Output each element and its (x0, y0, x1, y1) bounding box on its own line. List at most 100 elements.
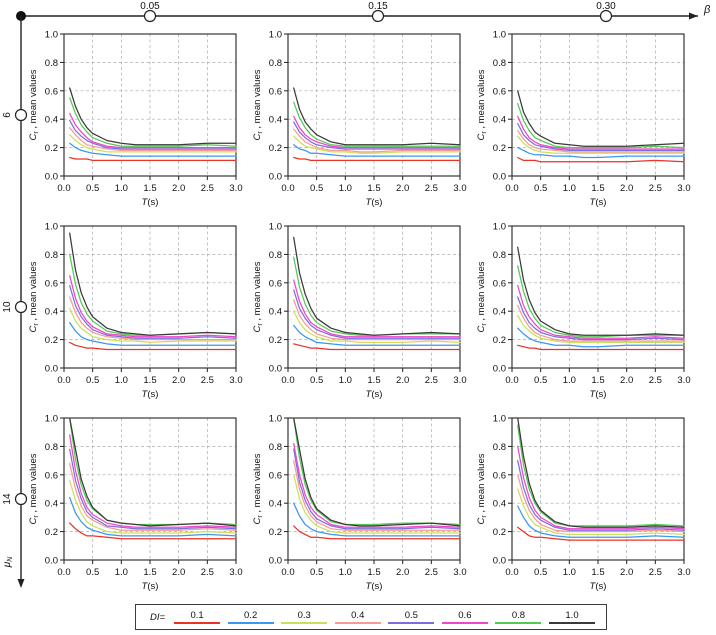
x-axis-title-unit: (s) (371, 197, 382, 208)
y-tick-label: 0.2 (269, 527, 282, 538)
y-tick-label: 0.0 (493, 172, 506, 183)
x-axis-title-var: T (142, 389, 149, 400)
y-tick-label: 1.0 (493, 222, 506, 233)
curve-di-0.4 (517, 304, 685, 342)
y-axis-title-var: C (252, 134, 263, 141)
y-tick-label: 0.6 (45, 470, 58, 481)
x-axis-title-unit: (s) (147, 197, 158, 208)
curve-di-0.3 (293, 135, 461, 154)
x-axis-title-var: T (366, 581, 373, 592)
curve-di-0.5 (293, 289, 461, 339)
curve-di-0.1 (69, 156, 237, 162)
y-tick-label: 1.0 (269, 222, 282, 233)
y-tick-label: 0.8 (45, 58, 58, 69)
x-axis-title-var: T (366, 389, 373, 400)
curve-di-0.6 (293, 279, 461, 338)
beta-axis-arrowhead (689, 12, 698, 20)
curve-di-0.3 (517, 135, 685, 154)
x-tick-label: 2.0 (396, 183, 409, 194)
x-axis-title-unit: (s) (147, 581, 158, 592)
y-tick-label: 0.8 (45, 442, 58, 453)
legend-entry-label: 0.6 (458, 609, 472, 621)
y-tick-label: 0.2 (45, 143, 58, 154)
legend-entry-di-0.6: 0.6 (441, 609, 489, 624)
plot-frame (287, 33, 461, 177)
y-axis-title: Cr , mean values (476, 261, 488, 332)
legend-line-swatch (174, 621, 221, 624)
y-tick-label: 0.8 (493, 58, 506, 69)
x-tick-label: 1.0 (115, 567, 128, 578)
x-tick-label: 2.0 (172, 567, 185, 578)
mu-axis-title-sub: N (7, 556, 14, 562)
curve-di-0.2 (69, 496, 237, 537)
y-axis-title: Cr , mean values (476, 453, 488, 524)
legend-entry-di-1.0: 1.0 (548, 610, 596, 624)
beta-tick-label: 0.05 (140, 1, 160, 12)
curve-di-0.5 (293, 448, 461, 530)
x-tick-label: 3.0 (229, 183, 242, 194)
x-tick-label: 2.5 (201, 183, 214, 194)
y-axis-title-sub: r (257, 515, 264, 518)
x-tick-label: 2.0 (172, 375, 185, 386)
legend-entry-di-0.1: 0.1 (173, 610, 221, 624)
y-tick-label: 1.0 (493, 30, 506, 41)
plots-grid: 0.0 0.5 1.0 1.5 2.0 2.5 3.0 0.0 0.2 0.4 0.6 0.8 1.0 T… (24, 26, 696, 602)
x-tick-label: 0.5 (534, 567, 547, 578)
curve-di-0.2 (69, 321, 237, 346)
y-tick-label: 0.6 (269, 278, 282, 289)
curve-di-0.8 (517, 424, 685, 527)
curve-di-0.3 (69, 479, 237, 534)
x-tick-label: 1.0 (115, 183, 128, 194)
x-axis-title: T(s) (142, 389, 159, 400)
x-tick-label: 1.5 (143, 375, 156, 386)
curve-di-0.8 (293, 256, 461, 336)
beta-tick-label: 0.15 (368, 1, 388, 12)
curve-di-0.6 (69, 275, 237, 338)
curve-di-1.0 (69, 87, 237, 146)
y-tick-label: 0.6 (45, 278, 58, 289)
x-tick-label: 0.5 (534, 183, 547, 194)
curve-di-0.4 (293, 299, 461, 341)
x-tick-label: 1.0 (339, 375, 352, 386)
curve-di-0.1 (517, 156, 685, 163)
y-tick-label: 0.0 (493, 556, 506, 567)
x-axis-title: T(s) (366, 389, 383, 400)
x-tick-label: 0.5 (310, 567, 323, 578)
x-tick-label: 3.0 (677, 375, 690, 386)
x-tick-label: 1.5 (367, 567, 380, 578)
y-axis-title-sub: r (33, 515, 40, 518)
x-tick-label: 1.0 (115, 375, 128, 386)
y-axis-title-sub: r (481, 323, 488, 326)
y-tick-label: 1.0 (45, 414, 58, 425)
y-axis-title: Cr , mean values (28, 453, 40, 524)
y-axis-title-var: C (252, 326, 263, 333)
curve-di-0.6 (517, 115, 685, 150)
beta-tick-marker-1 (143, 9, 157, 23)
legend-entry-label: 0.5 (404, 609, 418, 621)
plot-svg: 0.0 0.5 1.0 1.5 2.0 2.5 3.0 0.0 0.2 0.4 0.6 0.8 1.0 T… (252, 414, 467, 593)
y-axis-title: Cr , mean values (252, 69, 264, 140)
plot-svg: 0.0 0.5 1.0 1.5 2.0 2.5 3.0 0.0 0.2 0.4 0.6 0.8 1.0 T… (28, 414, 243, 593)
y-tick-label: 0.6 (493, 86, 506, 97)
x-tick-label: 0.0 (505, 567, 518, 578)
plot-svg: 0.0 0.5 1.0 1.5 2.0 2.5 3.0 0.0 0.2 0.4 0.6 0.8 1.0 T… (476, 222, 691, 401)
curve-di-0.3 (517, 488, 685, 536)
y-axis-title-rest: , mean values (476, 261, 487, 323)
plot-svg: 0.0 0.5 1.0 1.5 2.0 2.5 3.0 0.0 0.2 0.4 0.6 0.8 1.0 T… (28, 30, 243, 209)
x-tick-label: 2.5 (201, 375, 214, 386)
y-tick-label: 0.8 (493, 250, 506, 261)
curve-di-0.6 (69, 434, 237, 528)
y-tick-label: 0.2 (45, 527, 58, 538)
plot-mu10-beta0.15: 0.0 0.5 1.0 1.5 2.0 2.5 3.0 0.0 0.2 0.4 0.6 0.8 1.0 T… (248, 218, 472, 410)
curve-di-0.2 (69, 142, 237, 157)
x-tick-label: 2.0 (396, 567, 409, 578)
curve-di-1.0 (293, 417, 461, 527)
legend-entry-di-0.8: 0.8 (494, 610, 542, 624)
y-tick-label: 0.2 (493, 143, 506, 154)
curve-di-0.4 (69, 462, 237, 531)
curve-di-0.3 (69, 307, 237, 344)
curve-di-0.1 (69, 341, 237, 351)
x-tick-label: 3.0 (453, 567, 466, 578)
x-tick-label: 0.0 (281, 375, 294, 386)
y-axis-title-rest: , mean values (476, 453, 487, 515)
